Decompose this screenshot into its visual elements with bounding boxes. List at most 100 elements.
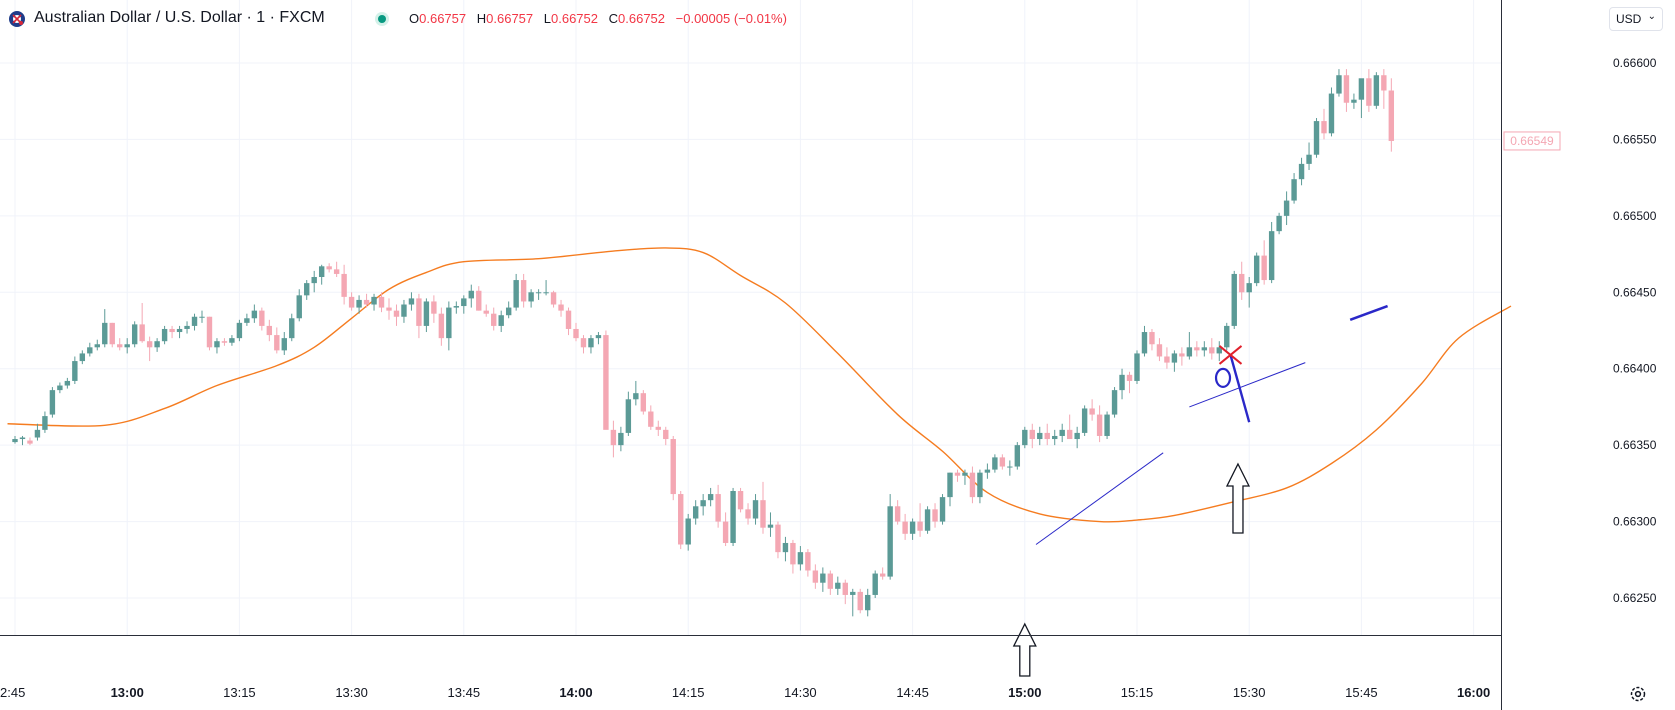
candle-body (371, 296, 377, 305)
candle (49, 387, 56, 418)
candle (932, 503, 938, 528)
candle (977, 469, 983, 504)
candle-body (902, 521, 908, 534)
candle (19, 435, 26, 446)
candle (505, 301, 512, 319)
candle-body (1081, 408, 1088, 433)
candle-body (1239, 273, 1245, 293)
candle-body (1343, 75, 1350, 103)
candle-body (782, 542, 789, 553)
candle-body (1388, 90, 1395, 141)
candle (199, 310, 205, 323)
candle-body (1119, 374, 1125, 391)
candle (513, 273, 519, 311)
candle (707, 487, 714, 507)
candle-body (528, 292, 534, 302)
price-tick-label: 0.66600 (1613, 56, 1657, 70)
candle-body (685, 518, 691, 545)
trendline (1349, 304, 1389, 322)
candle-body (887, 506, 893, 577)
candle-body (244, 318, 250, 323)
ohlc-low: L0.66752 (543, 11, 598, 26)
candle-body (326, 266, 332, 270)
market-status-icon[interactable] (375, 12, 389, 26)
candle-body (565, 310, 572, 329)
candle (139, 302, 145, 343)
candle (1111, 387, 1118, 418)
symbol-flag-icon (9, 11, 25, 27)
candle-body (1216, 347, 1222, 354)
candle (259, 307, 265, 331)
settings-gear-icon[interactable] (1628, 684, 1648, 704)
candle (12, 435, 18, 444)
candle (281, 332, 287, 355)
candle-body (909, 521, 916, 534)
grid (0, 0, 1501, 635)
candles-layer (12, 69, 1395, 617)
candle-body (865, 594, 871, 611)
candle (902, 513, 908, 540)
candle-body (416, 298, 422, 326)
candle (737, 487, 744, 513)
time-tick-label: 13:30 (335, 685, 368, 700)
candle-body (491, 313, 497, 326)
annotation-stroke (1229, 354, 1251, 423)
candle-body (1134, 353, 1140, 381)
candle (318, 264, 325, 285)
candle-body (1306, 154, 1312, 164)
candle-body (431, 301, 437, 314)
candle-body (139, 324, 145, 342)
candle (176, 325, 183, 339)
candle (341, 264, 347, 305)
candle-body (633, 393, 639, 400)
symbol-title[interactable]: Australian Dollar / U.S. Dollar · 1 · FX… (34, 9, 325, 26)
candle (468, 284, 474, 308)
candle (1081, 405, 1088, 436)
candle-body (438, 313, 445, 339)
candle-body (1291, 179, 1297, 201)
candle (498, 310, 504, 333)
candle-body (191, 316, 198, 326)
candle-body (281, 338, 287, 351)
ohlc-close: C0.66752 (608, 11, 666, 26)
candle-body (722, 521, 729, 543)
candle (1239, 261, 1245, 300)
candle-body (154, 341, 160, 348)
candle-body (468, 290, 474, 299)
candle (700, 494, 706, 516)
candle (423, 298, 430, 333)
candle (191, 313, 198, 331)
candle (984, 463, 991, 479)
price-tick-label: 0.66350 (1613, 438, 1657, 452)
candle (745, 503, 751, 525)
candle-body (446, 307, 452, 339)
candle (797, 546, 804, 571)
candle (206, 316, 213, 351)
candle (670, 435, 676, 501)
candle (1149, 328, 1155, 351)
candle (431, 295, 437, 323)
candle (146, 336, 153, 362)
candle (618, 426, 624, 452)
candle-body (610, 429, 617, 446)
candle (610, 420, 617, 458)
candle (386, 298, 392, 320)
candle (1037, 426, 1043, 446)
candle (1388, 78, 1395, 152)
currency-selector[interactable]: USD ⌄ (1609, 7, 1663, 31)
candle (1126, 371, 1133, 394)
candle-body (1231, 273, 1237, 326)
candle (528, 289, 534, 308)
time-tick-label: 14:30 (784, 685, 817, 700)
candle-body (176, 328, 183, 333)
price-tick-label: 0.66500 (1613, 209, 1657, 223)
time-tick-label: 15:00 (1008, 685, 1041, 700)
candle-body (206, 316, 213, 348)
candle-body (1126, 374, 1133, 381)
candle (835, 576, 841, 595)
candle-body (1149, 332, 1155, 345)
candle (969, 466, 976, 504)
candle-body (1336, 75, 1342, 94)
candle (1194, 341, 1200, 357)
